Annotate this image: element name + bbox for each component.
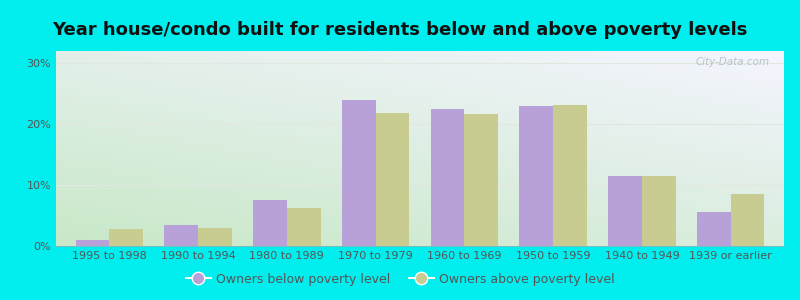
Bar [464, 114, 498, 246]
Bar [519, 106, 553, 246]
Bar [110, 229, 143, 246]
Bar [376, 113, 410, 246]
Bar [198, 228, 232, 246]
Bar [253, 200, 287, 246]
Bar [164, 225, 198, 246]
Bar [75, 240, 110, 246]
Legend: Owners below poverty level, Owners above poverty level: Owners below poverty level, Owners above… [181, 268, 619, 291]
Bar [697, 212, 730, 246]
Bar [608, 176, 642, 246]
Bar [287, 208, 321, 246]
Bar [642, 176, 676, 246]
Bar [553, 105, 587, 246]
Text: City-Data.com: City-Data.com [695, 57, 770, 67]
Bar [430, 109, 464, 246]
Bar [730, 194, 765, 246]
Bar [342, 100, 376, 246]
Text: Year house/condo built for residents below and above poverty levels: Year house/condo built for residents bel… [52, 21, 748, 39]
